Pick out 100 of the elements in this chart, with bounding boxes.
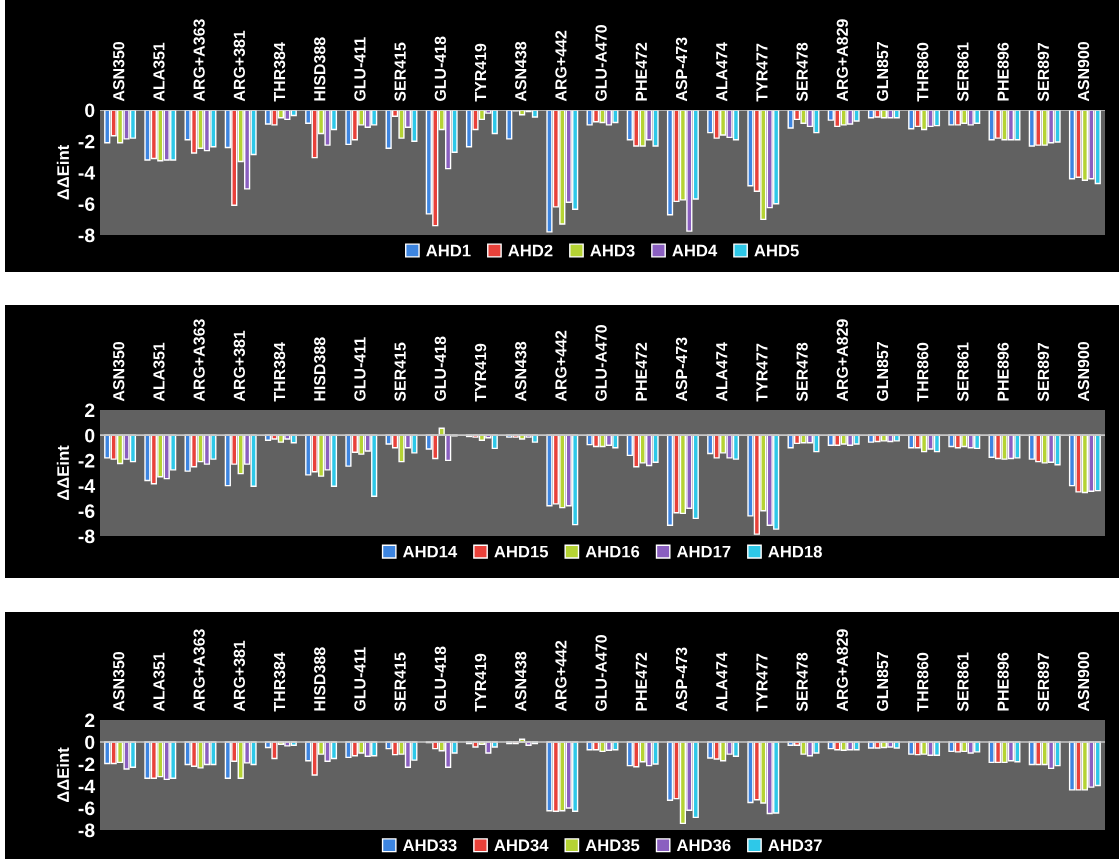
x-tick-label: ALA351 <box>153 42 165 102</box>
x-tick-label: SER415 <box>394 342 406 402</box>
x-tick-label: TYR419 <box>474 343 487 402</box>
x-tick-label: GLU-411 <box>354 337 366 402</box>
x-tick-label: SER478 <box>796 342 808 402</box>
y-tick-label: -4 <box>78 166 96 180</box>
x-tick-label: GLU-411 <box>354 37 366 102</box>
legend-label: AHD18 <box>768 545 822 558</box>
x-tick-label: ARG+381 <box>233 30 246 102</box>
x-tick-label: TYR477 <box>756 653 768 712</box>
legend-label: AHD4 <box>672 244 718 257</box>
legend-label: AHD36 <box>676 839 731 852</box>
x-tick-label: SER861 <box>957 342 969 402</box>
x-tick-label: GLU-418 <box>434 36 446 102</box>
x-tick-label: GLU-A470 <box>595 25 607 102</box>
x-tick-label: ARG+442 <box>555 330 567 402</box>
legend-label: AHD2 <box>508 244 553 257</box>
legend-label: AHD37 <box>768 839 822 852</box>
y-axis-title: ΔΔEint <box>56 144 69 200</box>
x-tick-label: ASN438 <box>515 41 527 102</box>
y-tick-label: -2 <box>78 453 95 468</box>
x-tick-label: GLU-A470 <box>595 635 607 712</box>
x-tick-label: PHE472 <box>635 342 647 401</box>
x-tick-label: GLU-418 <box>434 646 446 712</box>
x-tick-label: GLN857 <box>876 342 889 402</box>
legend-label: AHD35 <box>585 839 640 852</box>
x-tick-label: ASP-473 <box>675 37 688 102</box>
x-tick-label: ALA351 <box>153 652 165 712</box>
x-tick-label: ASN438 <box>515 341 527 402</box>
legend-label: AHD1 <box>426 244 471 257</box>
x-tick-label: ARG+442 <box>555 30 567 102</box>
x-tick-label: THR384 <box>273 342 286 402</box>
y-tick-label: -4 <box>78 779 96 794</box>
y-tick-label: -2 <box>78 757 95 772</box>
x-tick-label: PHE472 <box>635 42 647 101</box>
x-tick-label: TYR477 <box>756 43 768 102</box>
x-tick-label: SER478 <box>796 652 808 712</box>
x-tick-label: ASN438 <box>515 651 527 712</box>
x-tick-label: ARG+A829 <box>836 629 848 712</box>
x-tick-label: GLU-A470 <box>595 325 607 402</box>
legend-label: AHD5 <box>754 244 799 257</box>
x-tick-label: THR384 <box>273 42 286 102</box>
legend-label: AHD3 <box>590 244 635 257</box>
x-tick-label: SER478 <box>796 42 808 102</box>
y-axis-title: ΔΔEint <box>56 445 69 501</box>
x-tick-label: SER861 <box>957 42 969 102</box>
legend-label: AHD14 <box>402 545 458 558</box>
x-tick-label: SER415 <box>394 652 406 712</box>
y-tick-label: 2 <box>85 713 95 728</box>
x-tick-label: ARG+A829 <box>836 19 848 102</box>
x-tick-label: HISD388 <box>314 337 326 401</box>
x-tick-label: ASN900 <box>1077 341 1090 402</box>
x-tick-label: ARG+A363 <box>193 319 205 402</box>
x-tick-label: ALA351 <box>153 342 165 402</box>
x-tick-label: ASN350 <box>113 651 125 712</box>
x-tick-label: PHE472 <box>635 652 647 711</box>
y-tick-label: 0 <box>85 735 95 750</box>
y-tick-label: -6 <box>78 504 95 519</box>
x-tick-label: ASN350 <box>113 341 125 402</box>
y-tick-label: -2 <box>78 134 95 149</box>
x-tick-label: GLU-418 <box>434 336 446 402</box>
x-tick-label: TYR477 <box>756 343 768 402</box>
y-tick-label: -6 <box>78 197 95 211</box>
x-tick-label: TYR419 <box>474 653 487 712</box>
x-tick-label: THR860 <box>917 42 929 102</box>
x-tick-label: SER897 <box>1037 342 1049 402</box>
x-tick-label: GLU-411 <box>354 647 366 712</box>
x-tick-label: THR860 <box>917 652 929 712</box>
x-tick-label: TYR419 <box>474 43 487 102</box>
legend-label: AHD33 <box>402 839 457 852</box>
y-tick-label: 0 <box>85 428 95 443</box>
x-tick-label: GLN857 <box>876 42 889 102</box>
y-tick-label: -8 <box>78 529 95 544</box>
x-tick-label: SER415 <box>394 42 406 102</box>
x-tick-label: ASN900 <box>1077 41 1090 102</box>
x-tick-label: SER897 <box>1037 42 1049 102</box>
x-tick-label: ALA474 <box>716 42 728 102</box>
x-tick-label: ASP-473 <box>675 647 688 712</box>
y-tick-label: -8 <box>78 823 95 838</box>
legend-label: AHD16 <box>585 545 640 558</box>
x-tick-label: THR860 <box>917 342 929 402</box>
x-tick-label: HISD388 <box>314 37 326 101</box>
x-tick-label: THR384 <box>273 652 286 712</box>
y-tick-label: -8 <box>78 228 95 243</box>
x-tick-label: ALA474 <box>716 652 728 712</box>
x-tick-label: ARG+381 <box>233 330 246 402</box>
legend-label: AHD17 <box>676 545 731 558</box>
x-tick-label: ASP-473 <box>675 337 688 402</box>
x-tick-label: ALA474 <box>716 342 728 402</box>
x-tick-label: ARG+A829 <box>836 319 848 402</box>
x-tick-label: GLN857 <box>876 652 889 712</box>
x-tick-label: SER861 <box>957 652 969 712</box>
legend-label: AHD34 <box>494 839 549 852</box>
legend-label: AHD15 <box>494 545 549 558</box>
x-tick-label: PHE896 <box>997 652 1009 711</box>
y-axis-title: ΔΔEint <box>56 747 69 803</box>
y-tick-label: 0 <box>85 103 95 118</box>
x-tick-label: ASN900 <box>1077 651 1090 712</box>
x-tick-label: SER897 <box>1037 652 1049 712</box>
y-tick-label: 2 <box>85 403 95 418</box>
